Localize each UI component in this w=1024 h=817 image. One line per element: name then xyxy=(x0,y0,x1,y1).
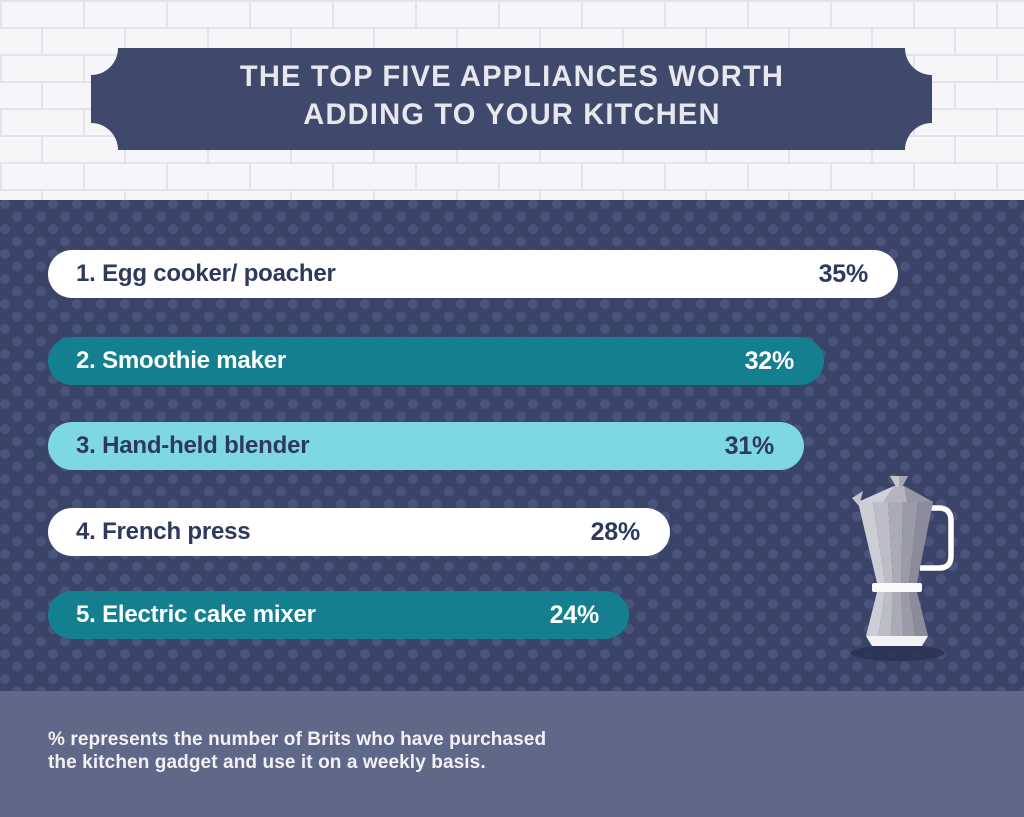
page-title-line1: THE TOP FIVE APPLIANCES WORTH xyxy=(239,60,785,93)
bar-label: 5. Electric cake mixer xyxy=(76,601,316,628)
moka-pot-spout xyxy=(852,491,863,506)
bar-value: 31% xyxy=(724,431,775,460)
page-title-line2: ADDING TO YOUR KITCHEN xyxy=(303,98,721,131)
chart-panel: 1. Egg cooker/ poacher 35% 2. Smoothie m… xyxy=(0,200,1024,691)
bar-label: 3. Hand-held blender xyxy=(76,432,310,459)
footnote-line2: the kitchen gadget and use it on a weekl… xyxy=(48,751,486,773)
bar-value: 32% xyxy=(744,346,795,375)
title-plaque xyxy=(91,48,932,150)
moka-pot-base xyxy=(866,636,928,646)
bar-label: 1. Egg cooker/ poacher xyxy=(76,260,336,287)
header-brick-wall: THE TOP FIVE APPLIANCES WORTH ADDING TO … xyxy=(0,0,1024,200)
moka-pot-handle xyxy=(920,505,954,571)
brick-wall-graphic xyxy=(0,0,1024,200)
footer-band: % represents the number of Brits who hav… xyxy=(0,691,1024,817)
bar-value: 28% xyxy=(590,517,641,546)
bar-hand-held-blender: 3. Hand-held blender 31% xyxy=(48,422,804,470)
bar-label: 4. French press xyxy=(76,518,251,545)
moka-pot-illustration xyxy=(851,476,954,661)
bar-value: 24% xyxy=(549,600,600,629)
footnote-line1: % represents the number of Brits who hav… xyxy=(48,729,547,750)
footnote: % represents the number of Brits who hav… xyxy=(48,729,546,774)
page-title: THE TOP FIVE APPLIANCES WORTH ADDING TO … xyxy=(15,58,1008,134)
bar-smoothie-maker: 2. Smoothie maker 32% xyxy=(48,337,824,385)
bar-label: 2. Smoothie maker xyxy=(76,347,287,374)
bar-value: 35% xyxy=(818,259,869,288)
moka-pot-band xyxy=(872,583,922,592)
moka-pot-shadow xyxy=(851,645,945,661)
bar-egg-cooker: 1. Egg cooker/ poacher 35% xyxy=(48,250,898,298)
bar-electric-cake-mixer: 5. Electric cake mixer 24% xyxy=(48,591,629,639)
bar-french-press: 4. French press 28% xyxy=(48,508,670,556)
